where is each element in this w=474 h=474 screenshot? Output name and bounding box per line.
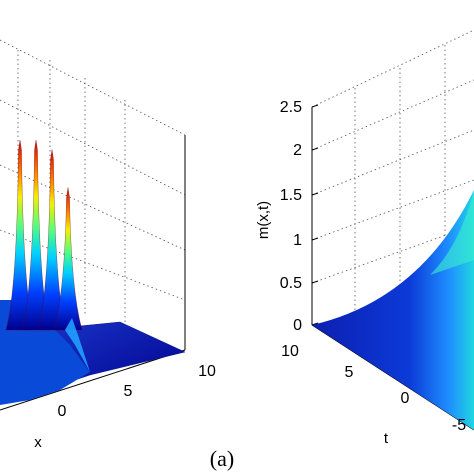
right-panel: 2.5 2 1.5 1 0.5 0 m(x,t) 10 5 0 -5 t xyxy=(255,29,474,447)
right-z-tick-1: 0.5 xyxy=(280,275,302,292)
right-surface-edge xyxy=(430,190,474,275)
left-grid xyxy=(0,39,186,350)
right-z-label: m(x,t) xyxy=(255,201,272,239)
right-t-label: t xyxy=(384,430,389,447)
right-t-tick-2: 0 xyxy=(401,390,410,407)
right-z-tick-2: 1 xyxy=(293,232,302,249)
left-peaks xyxy=(5,139,83,331)
right-t-tick-3: -5 xyxy=(452,417,466,434)
panel-caption: (a) xyxy=(210,446,234,471)
right-z-tick-4: 2 xyxy=(293,142,302,159)
right-t-tick-1: 5 xyxy=(345,364,354,381)
left-axes xyxy=(0,135,186,411)
left-x-tick-2: 10 xyxy=(198,363,216,380)
right-grid xyxy=(311,29,474,310)
right-surface xyxy=(312,190,474,430)
left-panel: 0 5 10 x xyxy=(0,39,216,451)
surface-peak-3 xyxy=(53,187,83,331)
right-z-ticks xyxy=(311,104,319,326)
left-ripple xyxy=(65,318,90,372)
right-z-tick-5: 2.5 xyxy=(280,99,302,116)
left-x-tick-0: 0 xyxy=(58,403,67,420)
right-t-tick-0: 10 xyxy=(281,343,299,360)
left-x-label: x xyxy=(34,434,42,451)
right-z-tick-0: 0 xyxy=(293,317,302,334)
left-x-tick-1: 5 xyxy=(124,383,133,400)
right-z-tick-3: 1.5 xyxy=(280,187,302,204)
